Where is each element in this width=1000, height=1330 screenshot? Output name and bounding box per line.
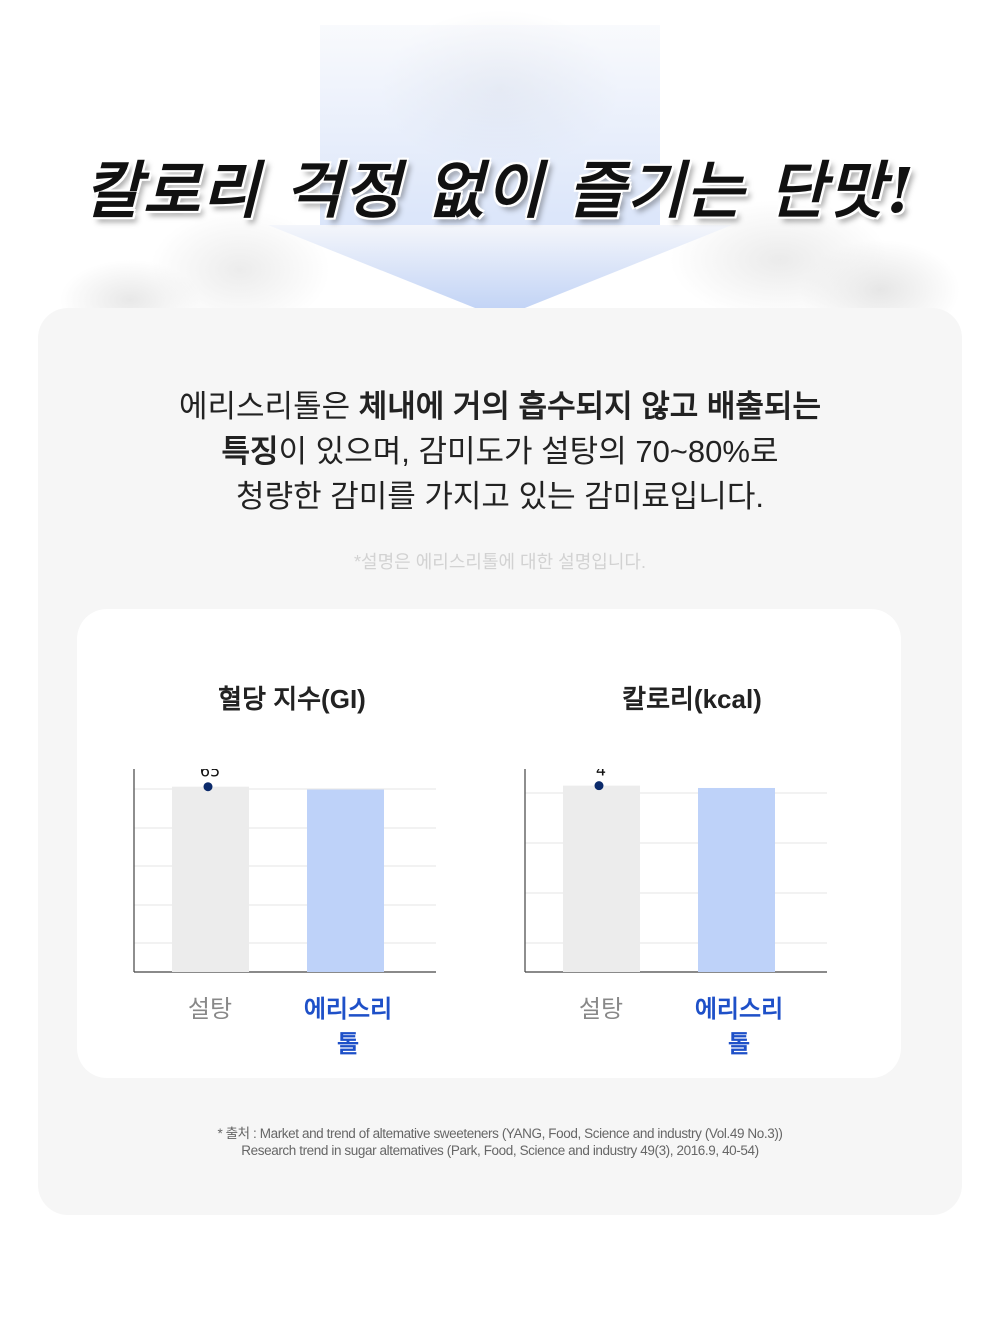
kcal-bar-chart: 4: [524, 769, 827, 973]
description-text: 청량한 감미를 가지고 있는 감미료입니다.: [236, 479, 764, 514]
x-label-sugar: 설탕: [187, 996, 233, 1023]
data-label: 4: [596, 769, 606, 780]
source-line: * 출처 : Market and trend of altemative sw…: [217, 1126, 783, 1141]
x-label-erythritol: 에리스리톨: [303, 996, 393, 1058]
chart-card: 혈당 지수(GI) 칼로리(kcal) 65 4 설탕 에리스리톨 설탕 에리스…: [77, 609, 901, 1078]
description: 에리스리톨은 체내에 거의 흡수되지 않고 배출되는 특징이 있으며, 감미도가…: [38, 384, 962, 519]
description-text: 이 있으며, 감미도가 설탕의 70~80%로: [278, 434, 779, 469]
footnote: *설명은 에리스리톨에 대한 설명입니다.: [354, 552, 646, 572]
bar-sugar: [563, 785, 640, 972]
hero-banner: 칼로리 걱정 없이 즐기는 단맛!: [0, 0, 1000, 320]
x-label-sugar: 설탕: [578, 996, 624, 1023]
description-bold: 체내에 거의 흡수되지 않고 배출되는: [358, 389, 821, 424]
bar-sugar: [172, 786, 249, 972]
bar-erythritol: [698, 787, 775, 972]
bar-erythritol: [307, 789, 384, 972]
source-citation: * 출처 : Market and trend of altemative sw…: [38, 1125, 962, 1159]
chart-title-gi: 혈당 지수(GI): [218, 684, 366, 714]
data-point-marker: [594, 781, 604, 791]
content-panel: 에리스리톨은 체내에 거의 흡수되지 않고 배출되는 특징이 있으며, 감미도가…: [38, 308, 962, 1215]
source-line: Research trend in sugar altematives (Par…: [241, 1143, 759, 1158]
description-text: 에리스리톨은: [179, 389, 359, 424]
x-label-erythritol: 에리스리톨: [694, 996, 784, 1058]
down-arrow-icon: [268, 25, 732, 318]
chart-title-kcal: 칼로리(kcal): [622, 684, 762, 714]
data-label: 65: [200, 769, 220, 781]
data-point-marker: [203, 782, 213, 792]
gi-bar-chart: 65: [133, 769, 436, 973]
hero-title: 칼로리 걱정 없이 즐기는 단맛!: [83, 154, 917, 227]
description-bold: 특징: [221, 434, 279, 469]
